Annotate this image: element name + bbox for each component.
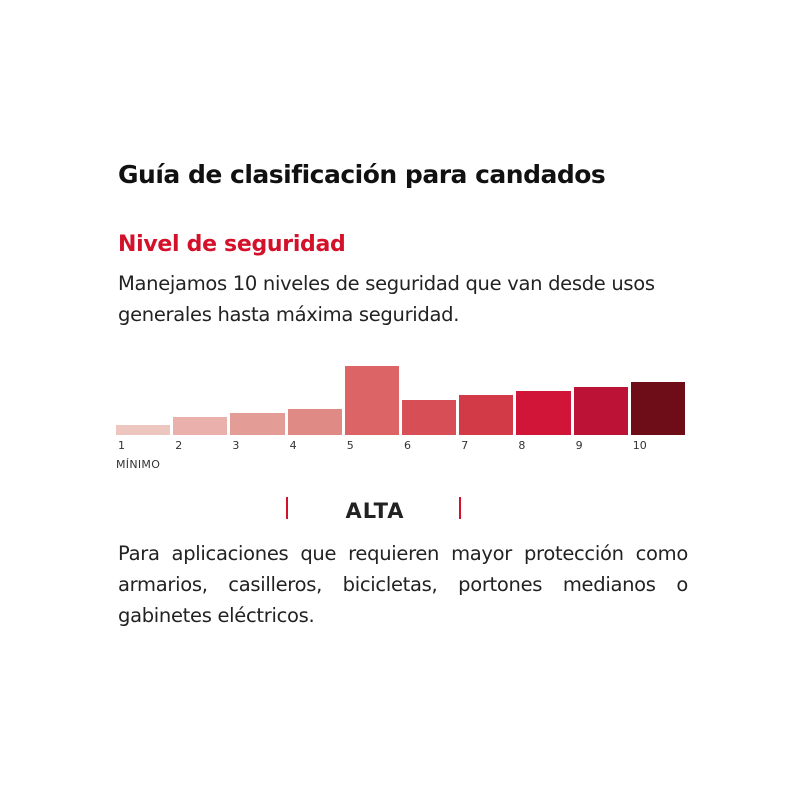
level-description: Para aplicaciones que requieren mayor pr… xyxy=(118,542,688,627)
guide-title: Guía de clasificación para candados xyxy=(118,160,606,189)
level-label-2: 2 xyxy=(175,439,183,452)
level-bar-10 xyxy=(630,382,685,435)
level-bar-7 xyxy=(459,395,514,435)
intro-text: Manejamos 10 niveles de seguridad que va… xyxy=(118,272,655,326)
min-label: MÍNIMO xyxy=(116,458,161,471)
level-bar-9 xyxy=(573,387,628,435)
level-bar-5 xyxy=(344,366,399,435)
level-label-5: 5 xyxy=(346,439,354,452)
level-label-3: 3 xyxy=(232,439,240,452)
level-bar-6 xyxy=(402,400,457,435)
level-label-10: 10 xyxy=(632,439,647,452)
level-label-6: 6 xyxy=(404,439,411,452)
level-label-1: 1 xyxy=(118,439,125,452)
level-name: ALTA xyxy=(345,499,405,523)
level-label-9: 9 xyxy=(575,439,583,452)
level-label-4: 4 xyxy=(289,439,297,452)
level-marker-left xyxy=(286,497,288,519)
security-level-scale xyxy=(116,360,688,435)
section-subtitle: Nivel de seguridad xyxy=(118,232,346,257)
level-bar-2 xyxy=(173,417,228,435)
level-bar-8 xyxy=(516,391,571,435)
level-bar-4 xyxy=(287,409,342,435)
level-marker-right xyxy=(459,497,461,519)
level-label-8: 8 xyxy=(518,439,526,452)
level-bar-3 xyxy=(230,413,285,435)
level-label-7: 7 xyxy=(461,439,469,452)
level-bar-1 xyxy=(116,425,171,435)
